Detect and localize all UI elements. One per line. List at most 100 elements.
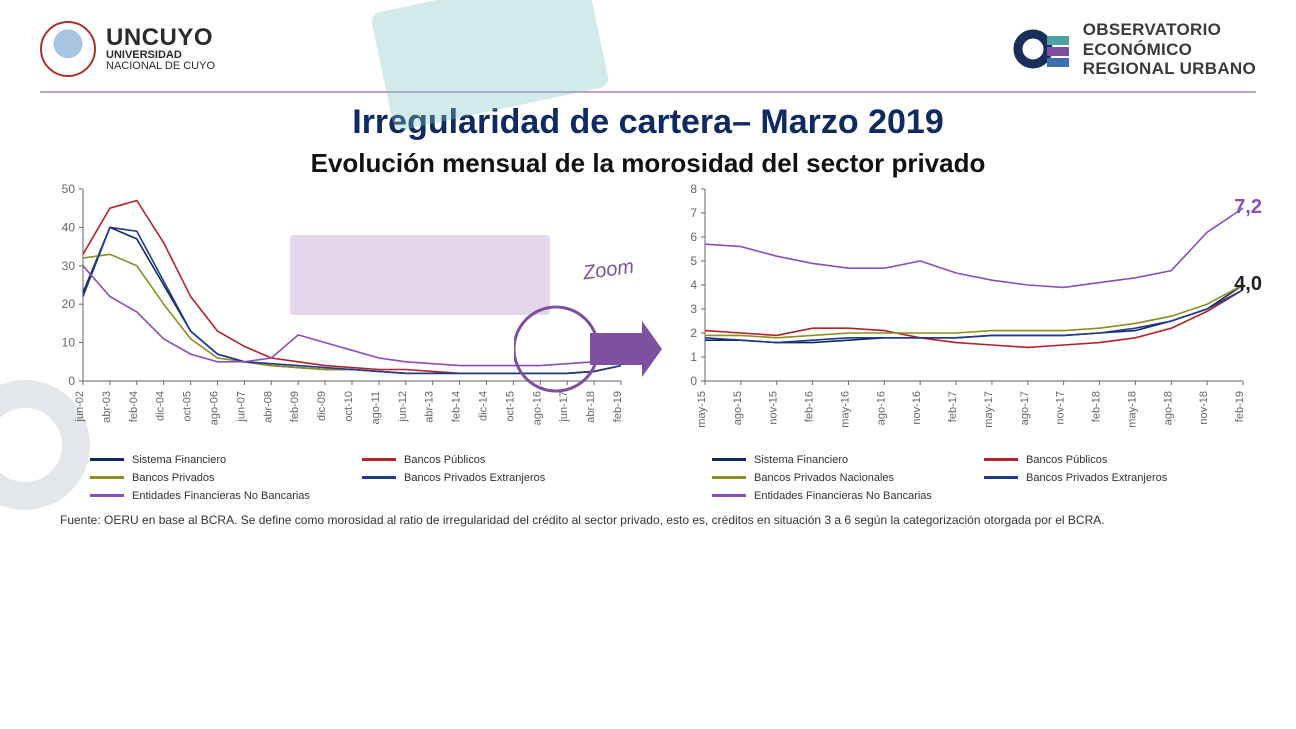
svg-text:nov-16: nov-16 bbox=[911, 391, 923, 425]
svg-text:4: 4 bbox=[690, 278, 697, 292]
legend-label: Sistema Financiero bbox=[754, 454, 848, 466]
chart-right-column: 0 1 2 3 4 5 6 7 8 may-15 ago-15 nov-15 feb-16 may-16 a… bbox=[652, 183, 1266, 502]
svg-text:dic-14: dic-14 bbox=[478, 391, 490, 421]
svg-text:ago-18: ago-18 bbox=[1162, 391, 1174, 425]
svg-text:oct-05: oct-05 bbox=[182, 391, 194, 422]
legend-item-efnb: Entidades Financieras No Bancarias bbox=[90, 490, 352, 502]
svg-text:ago-06: ago-06 bbox=[209, 391, 221, 425]
end-label: 4,0 bbox=[1234, 273, 1262, 296]
chart-left-column: 01020304050jun-02abr-03feb-04dic-04oct-0… bbox=[30, 183, 644, 502]
legend-label: Bancos Públicos bbox=[1026, 454, 1107, 466]
uncuyo-line3: NACIONAL DE CUYO bbox=[106, 61, 215, 72]
logo-uncuyo: UNCUYO UNIVERSIDAD NACIONAL DE CUYO bbox=[40, 21, 215, 77]
svg-text:oct-15: oct-15 bbox=[504, 391, 516, 422]
uncuyo-line1: UNCUYO bbox=[106, 26, 215, 50]
svg-text:abr-03: abr-03 bbox=[101, 391, 113, 423]
oeru-line2: ECONÓMICO bbox=[1083, 40, 1256, 60]
oeru-text: OBSERVATORIO ECONÓMICO REGIONAL URBANO bbox=[1083, 20, 1256, 79]
oeru-line1: OBSERVATORIO bbox=[1083, 20, 1256, 40]
legend-swatch bbox=[712, 494, 746, 497]
header-divider bbox=[40, 91, 1256, 93]
legend-swatch bbox=[984, 458, 1018, 461]
svg-text:40: 40 bbox=[62, 220, 76, 234]
svg-text:feb-19: feb-19 bbox=[1234, 391, 1246, 422]
legend-item-publicos: Bancos Públicos bbox=[984, 454, 1246, 466]
svg-text:may-17: may-17 bbox=[983, 391, 995, 428]
legend-swatch bbox=[712, 458, 746, 461]
svg-text:feb-09: feb-09 bbox=[289, 391, 301, 422]
svg-text:nov-17: nov-17 bbox=[1055, 391, 1067, 425]
svg-text:0: 0 bbox=[68, 374, 75, 388]
svg-text:jun-07: jun-07 bbox=[235, 391, 247, 423]
svg-text:jun-02: jun-02 bbox=[74, 391, 86, 423]
uncuyo-text: UNCUYO UNIVERSIDAD NACIONAL DE CUYO bbox=[106, 26, 215, 72]
legend-swatch bbox=[90, 494, 124, 497]
svg-text:dic-04: dic-04 bbox=[155, 391, 167, 421]
legend-swatch bbox=[712, 476, 746, 479]
svg-text:2: 2 bbox=[690, 326, 697, 340]
chart-right: 0 1 2 3 4 5 6 7 8 may-15 ago-15 nov-15 feb-16 may-16 a… bbox=[652, 183, 1266, 443]
svg-text:6: 6 bbox=[690, 230, 697, 244]
svg-text:feb-17: feb-17 bbox=[947, 391, 959, 422]
legend-right: Sistema Financiero Bancos Públicos Bancos … bbox=[652, 448, 1266, 502]
svg-text:5: 5 bbox=[690, 254, 697, 268]
svg-text:jun-17: jun-17 bbox=[558, 391, 570, 423]
logo-oeru: OBSERVATORIO ECONÓMICO REGIONAL URBANO bbox=[1013, 20, 1256, 79]
legend-swatch bbox=[984, 476, 1018, 479]
legend-label: Bancos Públicos bbox=[404, 454, 485, 466]
oeru-mark-icon bbox=[1013, 20, 1071, 78]
svg-text:feb-18: feb-18 bbox=[1091, 391, 1103, 422]
header: UNCUYO UNIVERSIDAD NACIONAL DE CUYO OBSE… bbox=[0, 0, 1296, 87]
legend-item-publicos: Bancos Públicos bbox=[362, 454, 624, 466]
svg-text:1: 1 bbox=[690, 350, 697, 364]
uncuyo-shield-icon bbox=[40, 21, 96, 77]
svg-text:30: 30 bbox=[62, 258, 76, 272]
svg-text:feb-16: feb-16 bbox=[804, 391, 816, 422]
legend-label: Entidades Financieras No Bancarias bbox=[132, 490, 310, 502]
legend-label: Bancos Privados Extranjeros bbox=[1026, 472, 1167, 484]
svg-text:nov-15: nov-15 bbox=[768, 391, 780, 425]
svg-text:abr-08: abr-08 bbox=[262, 391, 274, 423]
legend-left: Sistema Financiero Bancos Públicos Bancos … bbox=[30, 448, 644, 502]
svg-text:ago-16: ago-16 bbox=[531, 391, 543, 425]
svg-text:3: 3 bbox=[690, 302, 697, 316]
svg-text:10: 10 bbox=[62, 335, 76, 349]
svg-text:may-16: may-16 bbox=[839, 391, 851, 428]
svg-text:8: 8 bbox=[690, 183, 697, 196]
svg-text:may-15: may-15 bbox=[696, 391, 708, 428]
legend-label: Entidades Financieras No Bancarias bbox=[754, 490, 932, 502]
legend-item-efnb: Entidades Financieras No Bancarias bbox=[712, 490, 974, 502]
svg-text:nov-18: nov-18 bbox=[1198, 391, 1210, 425]
legend-item-extranjeros: Bancos Privados Extranjeros bbox=[362, 472, 624, 484]
legend-item-privados: Bancos Privados Nacionales bbox=[712, 472, 974, 484]
legend-label: Bancos Privados Extranjeros bbox=[404, 472, 545, 484]
svg-text:feb-19: feb-19 bbox=[612, 391, 624, 422]
end-label: 7,2 bbox=[1234, 196, 1262, 219]
legend-swatch bbox=[90, 476, 124, 479]
svg-text:ago-17: ago-17 bbox=[1019, 391, 1031, 425]
svg-text:ago-11: ago-11 bbox=[370, 391, 382, 424]
svg-text:feb-14: feb-14 bbox=[451, 391, 463, 422]
legend-label: Bancos Privados bbox=[132, 472, 215, 484]
legend-label: Sistema Financiero bbox=[132, 454, 226, 466]
legend-swatch bbox=[90, 458, 124, 461]
legend-label: Bancos Privados Nacionales bbox=[754, 472, 894, 484]
svg-text:abr-13: abr-13 bbox=[424, 391, 436, 423]
svg-text:50: 50 bbox=[62, 183, 76, 196]
oeru-line3: REGIONAL URBANO bbox=[1083, 59, 1256, 79]
svg-text:may-18: may-18 bbox=[1126, 391, 1138, 428]
svg-text:abr-18: abr-18 bbox=[585, 391, 597, 423]
svg-text:oct-10: oct-10 bbox=[343, 391, 355, 422]
legend-item-extranjeros: Bancos Privados Extranjeros bbox=[984, 472, 1246, 484]
footnote: Fuente: OERU en base al BCRA. Se define … bbox=[0, 502, 1296, 528]
page-title: Irregularidad de cartera– Marzo 2019 bbox=[0, 103, 1296, 142]
svg-text:ago-15: ago-15 bbox=[732, 391, 744, 425]
legend-item-privados: Bancos Privados bbox=[90, 472, 352, 484]
svg-text:0: 0 bbox=[690, 374, 697, 388]
svg-text:ago-16: ago-16 bbox=[875, 391, 887, 425]
legend-item-sistema: Sistema Financiero bbox=[712, 454, 974, 466]
chart-left: 01020304050jun-02abr-03feb-04dic-04oct-0… bbox=[30, 183, 644, 443]
svg-text:feb-04: feb-04 bbox=[128, 391, 140, 422]
legend-item-sistema: Sistema Financiero bbox=[90, 454, 352, 466]
svg-text:7: 7 bbox=[690, 206, 697, 220]
